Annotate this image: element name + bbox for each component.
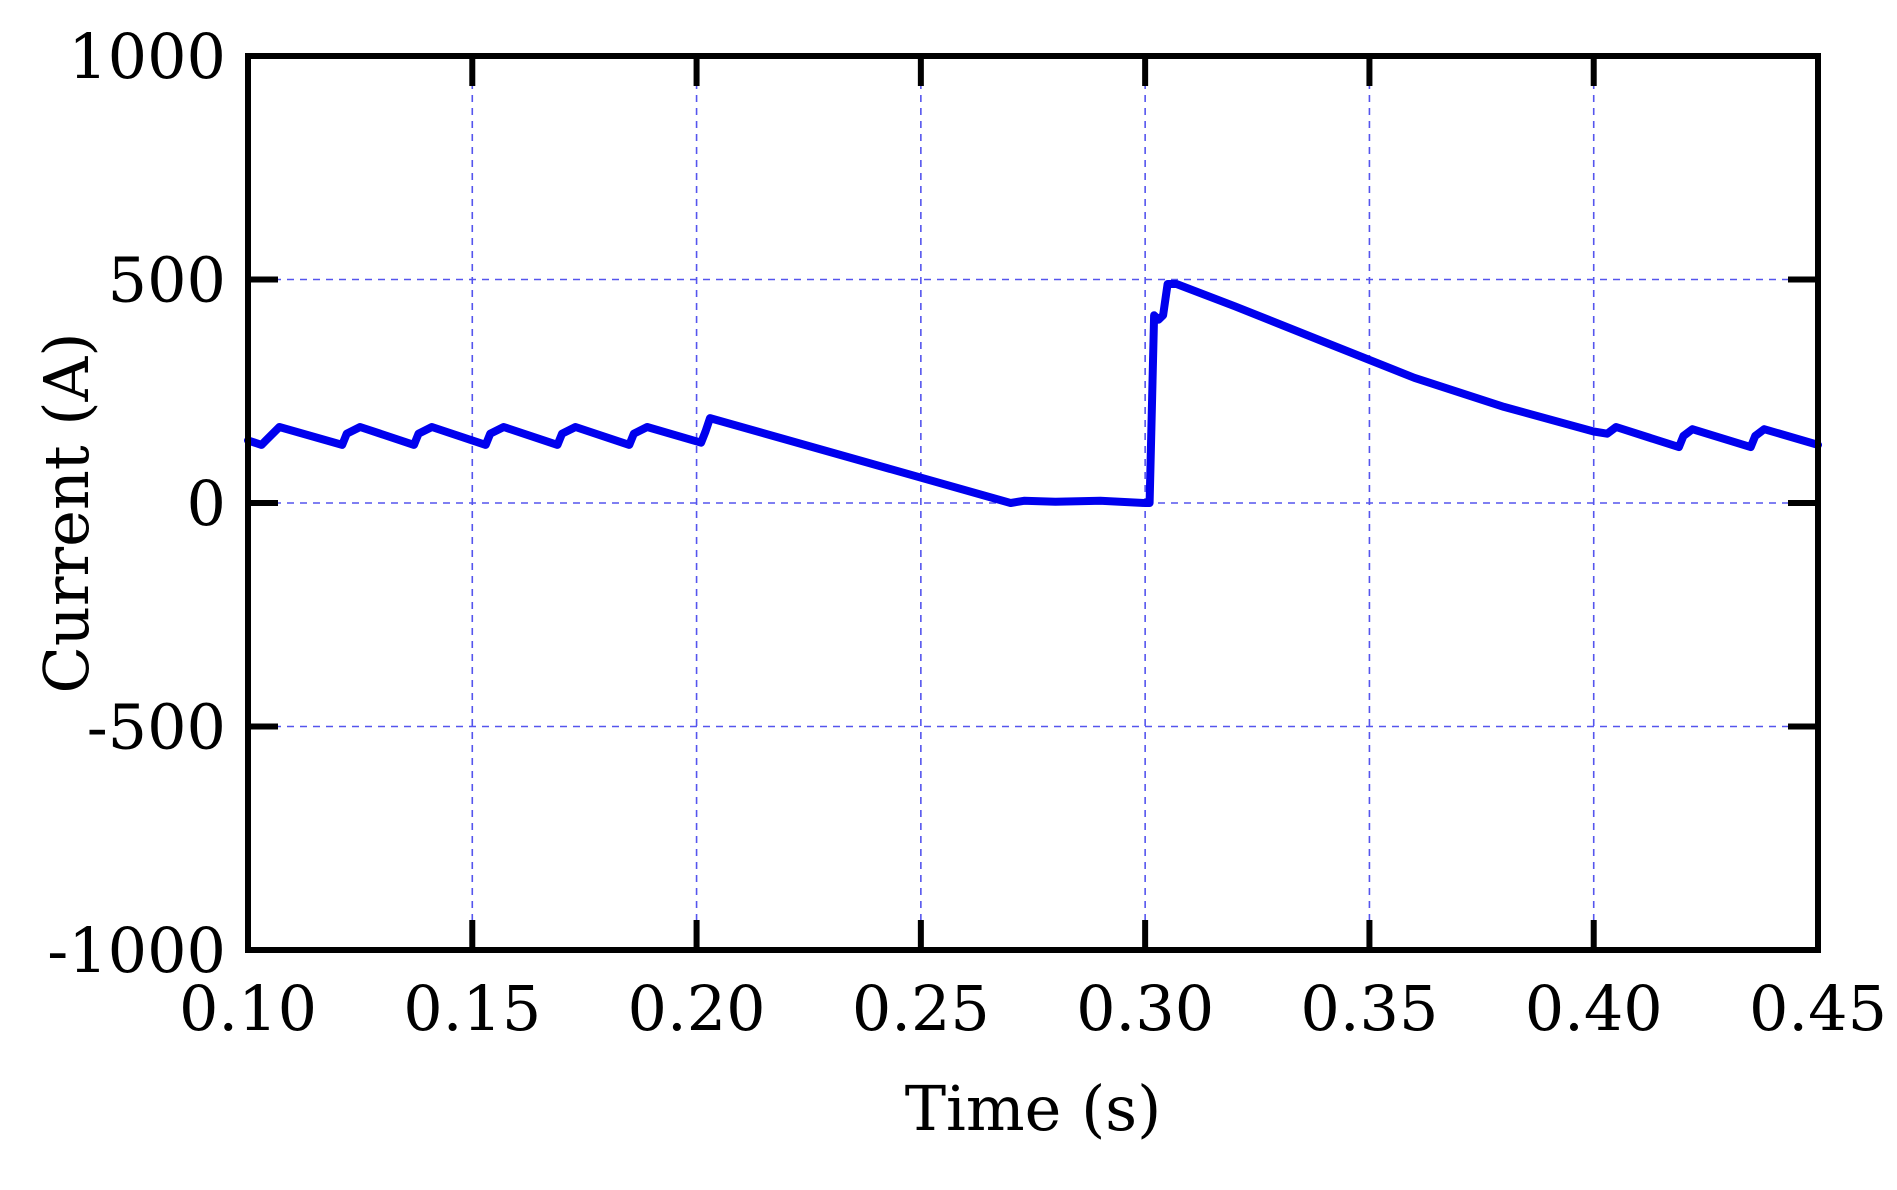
tick-marks	[248, 56, 1818, 950]
y-axis-title: Current (A)	[30, 332, 103, 693]
x-tick-label: 0.15	[403, 972, 541, 1045]
current-series-line	[244, 280, 1822, 507]
y-tick-label: 0	[187, 467, 226, 540]
y-tick-label: 1000	[68, 20, 226, 93]
x-tick-label: 0.10	[179, 972, 317, 1045]
y-tick-label: -1000	[47, 914, 226, 987]
x-tick-label: 0.25	[852, 972, 990, 1045]
y-tick-label: -500	[87, 691, 226, 764]
x-tick-label: 0.40	[1525, 972, 1663, 1045]
x-axis-title: Time (s)	[905, 1072, 1162, 1145]
x-tick-labels: 0.10 0.15 0.20 0.25 0.30 0.35 0.40 0.45	[179, 972, 1887, 1045]
plot-frame	[245, 53, 1821, 953]
y-tick-labels: 1000 500 0 -500 -1000	[47, 20, 226, 987]
x-tick-label: 0.20	[628, 972, 766, 1045]
x-tick-label: 0.35	[1300, 972, 1438, 1045]
y-tick-label: 500	[108, 244, 226, 317]
x-tick-label: 0.45	[1749, 972, 1887, 1045]
grid-lines	[248, 56, 1818, 950]
x-tick-label: 0.30	[1076, 972, 1214, 1045]
